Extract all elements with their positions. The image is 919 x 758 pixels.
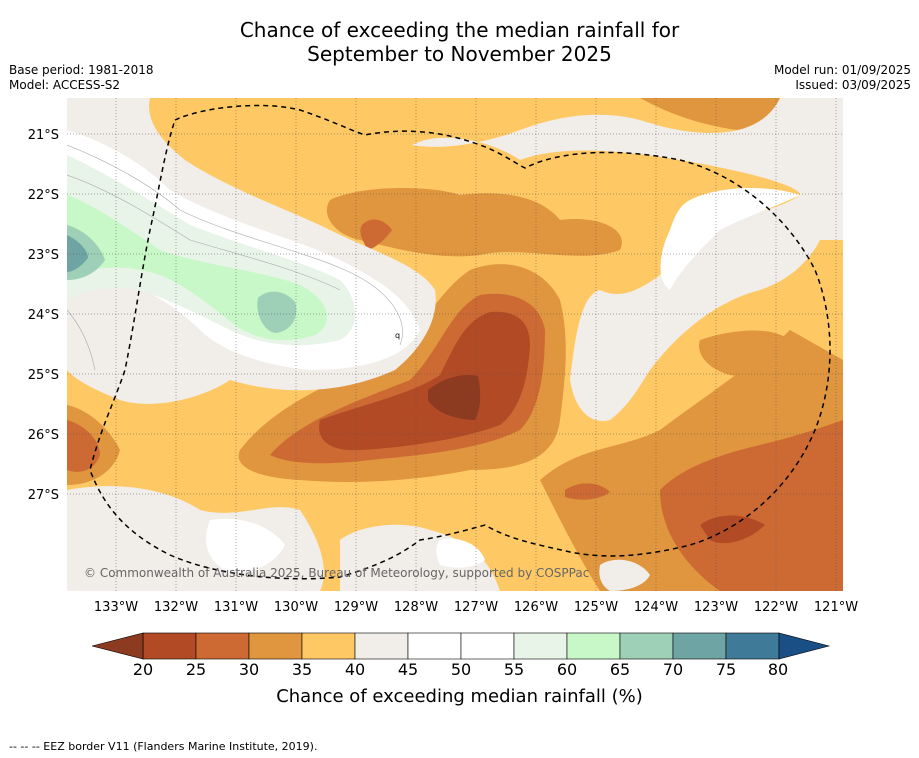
contour-50-south — [206, 518, 285, 573]
contour-line-3 — [67, 309, 96, 371]
lon-label: 126°W — [514, 600, 558, 615]
colorbar-tick: 45 — [397, 660, 419, 679]
map-area: q — [67, 98, 843, 591]
base-period: Base period: 1981-2018 — [9, 63, 154, 77]
contour-25-small-north — [360, 219, 392, 250]
lon-label: 125°W — [574, 600, 618, 615]
contour-line-1 — [67, 144, 403, 346]
lon-label: 131°W — [214, 600, 258, 615]
contour-25-sw — [67, 420, 100, 472]
contour-20-central — [319, 311, 530, 451]
colorbar-segment — [248, 632, 303, 660]
copyright-credit: © Commonwealth of Australia 2025, Bureau… — [84, 566, 589, 580]
lon-label: 122°W — [754, 600, 798, 615]
colorbar-over-arrow — [778, 632, 831, 660]
lat-label: 22°S — [28, 188, 59, 203]
colorbar-segment — [619, 632, 674, 660]
colorbar-segment — [566, 632, 621, 660]
colorbar-tick: 25 — [185, 660, 207, 679]
lon-label: 130°W — [274, 600, 318, 615]
colorbar-segment — [301, 632, 356, 660]
colorbar-title: Chance of exceeding median rainfall (%) — [276, 686, 643, 707]
lat-label: 27°S — [28, 488, 59, 503]
lat-label: 25°S — [28, 368, 59, 383]
contour-70 — [67, 235, 88, 272]
lon-label: 123°W — [694, 600, 738, 615]
contour-30-ne — [640, 98, 792, 132]
map-title: Chance of exceeding the median rainfall … — [0, 18, 919, 66]
colorbar — [91, 632, 831, 660]
colorbar-segment — [725, 632, 780, 660]
gridlines — [67, 98, 843, 591]
colorbar-under-arrow — [91, 632, 144, 660]
meta-right: Model run: 01/09/2025 Issued: 03/09/2025 — [774, 63, 911, 93]
latitude-labels: 21°S 22°S 23°S 24°S 25°S 26°S 27°S — [28, 128, 59, 503]
colorbar-segment — [672, 632, 727, 660]
colorbar-tick: 35 — [291, 660, 313, 679]
colorbar-tick: 60 — [556, 660, 578, 679]
colorbar-segment — [513, 632, 568, 660]
contour-45-southeast — [599, 559, 650, 591]
contour-65-central — [257, 291, 297, 333]
lon-label: 121°W — [814, 600, 858, 615]
contour-25-small-south — [565, 483, 610, 500]
lon-label: 128°W — [394, 600, 438, 615]
colorbar-segment — [354, 632, 409, 660]
lon-label: 124°W — [634, 600, 678, 615]
contour-45-northeast — [412, 98, 843, 421]
longitude-labels: 133°W 132°W 131°W 130°W 129°W 128°W 127°… — [94, 600, 858, 615]
lat-label: 21°S — [28, 128, 59, 143]
lon-label: 129°W — [334, 600, 378, 615]
marker-q: q — [395, 331, 400, 340]
colorbar-segment — [142, 632, 197, 660]
colorbar-tick: 55 — [503, 660, 525, 679]
colorbar-segment — [407, 632, 462, 660]
colorbar-tick: 65 — [609, 660, 631, 679]
colorbar-tick: 80 — [767, 660, 789, 679]
contour-50-southmid — [436, 538, 485, 568]
colorbar-tick: 20 — [132, 660, 154, 679]
lat-label: 24°S — [28, 308, 59, 323]
title-line-1: Chance of exceeding the median rainfall … — [239, 18, 680, 42]
colorbar-tick: 70 — [662, 660, 684, 679]
title-line-2: September to November 2025 — [307, 42, 612, 66]
lat-label: 23°S — [28, 248, 59, 263]
lon-label: 127°W — [454, 600, 498, 615]
contour-15-core — [428, 374, 481, 420]
model-name: Model: ACCESS-S2 — [9, 78, 121, 92]
colorbar-tick: 75 — [715, 660, 737, 679]
colorbar-tick: 40 — [344, 660, 366, 679]
contour-line-2 — [67, 174, 341, 291]
contour-30-mid-east — [699, 330, 790, 377]
colorbar-segment — [195, 632, 250, 660]
colorbar-segment — [460, 632, 515, 660]
lon-label: 133°W — [94, 600, 138, 615]
meta-left: Base period: 1981-2018 Model: ACCESS-S2 — [9, 63, 154, 93]
colorbar-tick: 30 — [238, 660, 260, 679]
eez-footnote: -- -- -- EEZ border V11 (Flanders Marine… — [9, 740, 318, 753]
contour-30-north — [326, 188, 622, 257]
colorbar-tick: 50 — [450, 660, 472, 679]
eez-border — [89, 104, 831, 580]
lat-label: 26°S — [28, 428, 59, 443]
lon-label: 132°W — [154, 600, 198, 615]
contour-50-northeast — [660, 188, 800, 290]
issued-date: Issued: 03/09/2025 — [795, 78, 911, 92]
model-run: Model run: 01/09/2025 — [773, 63, 911, 77]
